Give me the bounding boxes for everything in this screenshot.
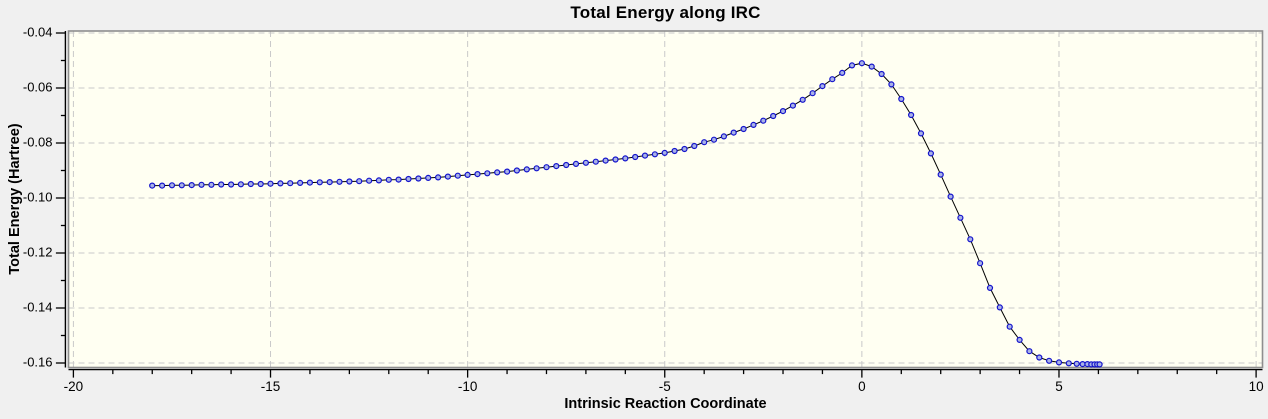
- y-tick-label: -0.08: [23, 134, 53, 149]
- y-tick-label: -0.12: [23, 244, 53, 259]
- x-tick-label: 10: [1249, 379, 1264, 394]
- x-axis: -20 -15 -10 -5 0 5 10: [64, 368, 1264, 394]
- x-tick-label: 5: [1055, 379, 1063, 394]
- data-point-markers: [149, 60, 1103, 368]
- y-axis: -0.04 -0.06 -0.08 -0.10 -0.12 -0.14 -0.16: [23, 24, 67, 369]
- y-tick-label: -0.04: [23, 24, 53, 39]
- y-tick-label: -0.06: [23, 79, 53, 94]
- y-axis-title: Total Energy (Hartree): [7, 123, 23, 275]
- plot-area-background: [68, 31, 1263, 368]
- energy-curve-series: [149, 60, 1103, 368]
- x-tick-label: -15: [261, 379, 281, 394]
- x-tick-label: 0: [858, 379, 866, 394]
- x-tick-label: -20: [64, 379, 84, 394]
- y-tick-label: -0.10: [23, 189, 53, 204]
- y-tick-label: -0.16: [23, 354, 53, 369]
- x-tick-label: -5: [659, 379, 671, 394]
- chart-title: Total Energy along IRC: [570, 3, 761, 22]
- plot-frame: [67, 30, 1264, 369]
- x-tick-label: -10: [458, 379, 478, 394]
- x-axis-title: Intrinsic Reaction Coordinate: [564, 396, 767, 412]
- y-tick-label: -0.14: [23, 299, 53, 314]
